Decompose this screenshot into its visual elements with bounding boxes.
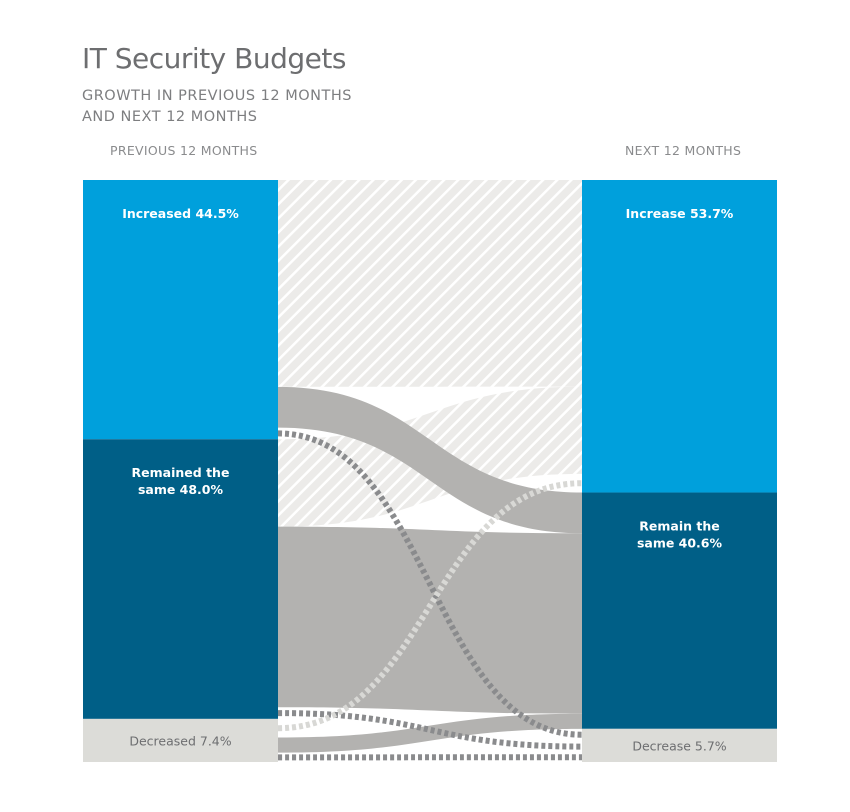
right-node-increase — [582, 180, 777, 493]
right-node-same — [582, 492, 777, 729]
right-node-decrease-label: Decrease 5.7% — [632, 738, 726, 753]
chart-subtitle: GROWTH IN PREVIOUS 12 MONTHS AND NEXT 12… — [82, 88, 352, 125]
right-node-same-label: Remain the — [639, 519, 719, 534]
left-node-same-label: Remained the — [132, 465, 230, 480]
flow-increase-to-decrease — [277, 430, 583, 738]
left-node-increase — [83, 180, 278, 440]
left-node-decrease — [83, 718, 278, 762]
left-node-same-label-line2: same 48.0% — [138, 482, 224, 497]
left-node-increase-label: Increased 44.5% — [122, 206, 239, 221]
flow-same-to-decrease — [277, 710, 583, 750]
right-node-increase-label: Increase 53.7% — [626, 206, 734, 221]
left-node-same — [83, 439, 278, 719]
flow-decrease-to-increase — [277, 480, 583, 732]
left-node-decrease-label: Decreased 7.4% — [129, 733, 231, 748]
right-column-header: NEXT 12 MONTHS — [625, 143, 742, 158]
flow-increase-to-increase — [278, 180, 582, 387]
right-node-same-label-line2: same 40.6% — [637, 536, 723, 551]
right-node-decrease — [582, 728, 777, 762]
chart-title: IT Security Budgets — [82, 42, 346, 75]
flow-same-to-same — [278, 526, 582, 714]
flow-decrease-to-same — [278, 713, 582, 753]
flow-increase-to-same — [278, 386, 582, 534]
left-column-header: PREVIOUS 12 MONTHS — [110, 143, 258, 158]
